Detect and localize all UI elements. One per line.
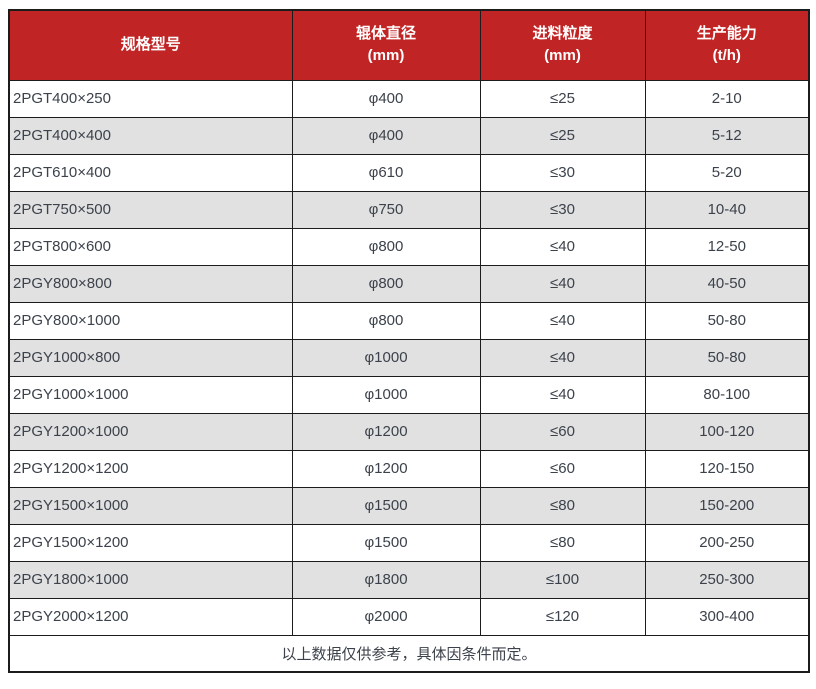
capacity-cell: 150-200 (644, 486, 810, 525)
roller-diameter-cell: φ400 (291, 116, 481, 155)
model-cell: 2PGY1200×1000 (8, 412, 293, 451)
capacity-cell: 12-50 (644, 227, 810, 266)
table-row: 2PGT400×400 φ400 ≤25 5-12 (8, 116, 810, 155)
header-model-label: 规格型号 (120, 36, 181, 53)
header-roller-diameter: 辊体直径 (mm) (291, 9, 481, 81)
capacity-cell: 2-10 (644, 79, 810, 118)
roller-diameter-cell: φ1500 (291, 486, 481, 525)
table-row: 2PGY1500×1000 φ1500 ≤80 150-200 (8, 486, 810, 525)
table-row: 2PGY1200×1200 φ1200 ≤60 120-150 (8, 449, 810, 488)
model-cell: 2PGT610×400 (8, 153, 293, 192)
roller-diameter-cell: φ1200 (291, 449, 481, 488)
table-row: 2PGT750×500 φ750 ≤30 10-40 (8, 190, 810, 229)
table-row: 2PGY800×800 φ800 ≤40 40-50 (8, 264, 810, 303)
feed-size-cell: ≤40 (479, 301, 646, 340)
table-row: 2PGT610×400 φ610 ≤30 5-20 (8, 153, 810, 192)
table-row: 2PGY2000×1200 φ2000 ≤120 300-400 (8, 597, 810, 636)
model-cell: 2PGT400×400 (8, 116, 293, 155)
feed-size-cell: ≤30 (479, 153, 646, 192)
header-feed-size-label: 进料粒度 (532, 24, 593, 42)
capacity-cell: 100-120 (644, 412, 810, 451)
header-capacity-unit: (t/h) (712, 47, 741, 65)
feed-size-cell: ≤80 (479, 486, 646, 525)
table-row: 2PGT400×250 φ400 ≤25 2-10 (8, 79, 810, 118)
header-row: 规格型号 辊体直径 (mm) 进料粒度 (mm) 生产能力 (t/h) (8, 9, 810, 81)
capacity-cell: 250-300 (644, 560, 810, 599)
model-cell: 2PGY1800×1000 (8, 560, 293, 599)
model-cell: 2PGY1500×1200 (8, 523, 293, 562)
model-cell: 2PGT800×600 (8, 227, 293, 266)
footer-note: 以上数据仅供参考，具体因条件而定。 (8, 634, 810, 673)
feed-size-cell: ≤40 (479, 264, 646, 303)
header-capacity-label: 生产能力 (696, 24, 757, 42)
feed-size-cell: ≤40 (479, 227, 646, 266)
capacity-cell: 50-80 (644, 301, 810, 340)
footer-row: 以上数据仅供参考，具体因条件而定。 (8, 634, 810, 673)
capacity-cell: 200-250 (644, 523, 810, 562)
model-cell: 2PGY800×800 (8, 264, 293, 303)
model-cell: 2PGT400×250 (8, 79, 293, 118)
roller-diameter-cell: φ800 (291, 301, 481, 340)
feed-size-cell: ≤25 (479, 79, 646, 118)
model-cell: 2PGY2000×1200 (8, 597, 293, 636)
roller-diameter-cell: φ800 (291, 264, 481, 303)
capacity-cell: 5-12 (644, 116, 810, 155)
feed-size-cell: ≤60 (479, 449, 646, 488)
roller-diameter-cell: φ1500 (291, 523, 481, 562)
roller-diameter-cell: φ750 (291, 190, 481, 229)
roller-diameter-cell: φ400 (291, 79, 481, 118)
capacity-cell: 300-400 (644, 597, 810, 636)
model-cell: 2PGY1500×1000 (8, 486, 293, 525)
table-row: 2PGT800×600 φ800 ≤40 12-50 (8, 227, 810, 266)
feed-size-cell: ≤30 (479, 190, 646, 229)
roller-diameter-cell: φ1200 (291, 412, 481, 451)
table-body: 2PGT400×250 φ400 ≤25 2-10 2PGT400×400 φ400 ≤25… (8, 79, 810, 636)
feed-size-cell: ≤25 (479, 116, 646, 155)
table-row: 2PGY1000×1000 φ1000 ≤40 80-100 (8, 375, 810, 414)
feed-size-cell: ≤40 (479, 375, 646, 414)
table-row: 2PGY1500×1200 φ1500 ≤80 200-250 (8, 523, 810, 562)
roller-diameter-cell: φ800 (291, 227, 481, 266)
model-cell: 2PGY1200×1200 (8, 449, 293, 488)
model-cell: 2PGY800×1000 (8, 301, 293, 340)
table-header: 规格型号 辊体直径 (mm) 进料粒度 (mm) 生产能力 (t/h) (8, 9, 810, 81)
model-cell: 2PGY1000×800 (8, 338, 293, 377)
feed-size-cell: ≤120 (479, 597, 646, 636)
roller-diameter-cell: φ1800 (291, 560, 481, 599)
table-row: 2PGY1200×1000 φ1200 ≤60 100-120 (8, 412, 810, 451)
roller-diameter-cell: φ1000 (291, 338, 481, 377)
roller-diameter-cell: φ2000 (291, 597, 481, 636)
header-roller-diameter-unit: (mm) (367, 47, 405, 65)
roller-diameter-cell: φ610 (291, 153, 481, 192)
header-feed-size: 进料粒度 (mm) (479, 9, 646, 81)
model-cell: 2PGY1000×1000 (8, 375, 293, 414)
capacity-cell: 50-80 (644, 338, 810, 377)
capacity-cell: 10-40 (644, 190, 810, 229)
feed-size-cell: ≤100 (479, 560, 646, 599)
header-capacity: 生产能力 (t/h) (644, 9, 810, 81)
table-footer: 以上数据仅供参考，具体因条件而定。 (8, 634, 810, 673)
capacity-cell: 80-100 (644, 375, 810, 414)
capacity-cell: 5-20 (644, 153, 810, 192)
table-row: 2PGY800×1000 φ800 ≤40 50-80 (8, 301, 810, 340)
model-cell: 2PGT750×500 (8, 190, 293, 229)
feed-size-cell: ≤40 (479, 338, 646, 377)
header-roller-diameter-label: 辊体直径 (355, 24, 416, 42)
feed-size-cell: ≤80 (479, 523, 646, 562)
header-feed-size-unit: (mm) (544, 47, 581, 65)
capacity-cell: 40-50 (644, 264, 810, 303)
roller-crusher-spec-table: 规格型号 辊体直径 (mm) 进料粒度 (mm) 生产能力 (t/h) 2PGT… (8, 9, 810, 673)
table-row: 2PGY1800×1000 φ1800 ≤100 250-300 (8, 560, 810, 599)
roller-diameter-cell: φ1000 (291, 375, 481, 414)
feed-size-cell: ≤60 (479, 412, 646, 451)
capacity-cell: 120-150 (644, 449, 810, 488)
header-model: 规格型号 (8, 9, 293, 81)
table-row: 2PGY1000×800 φ1000 ≤40 50-80 (8, 338, 810, 377)
